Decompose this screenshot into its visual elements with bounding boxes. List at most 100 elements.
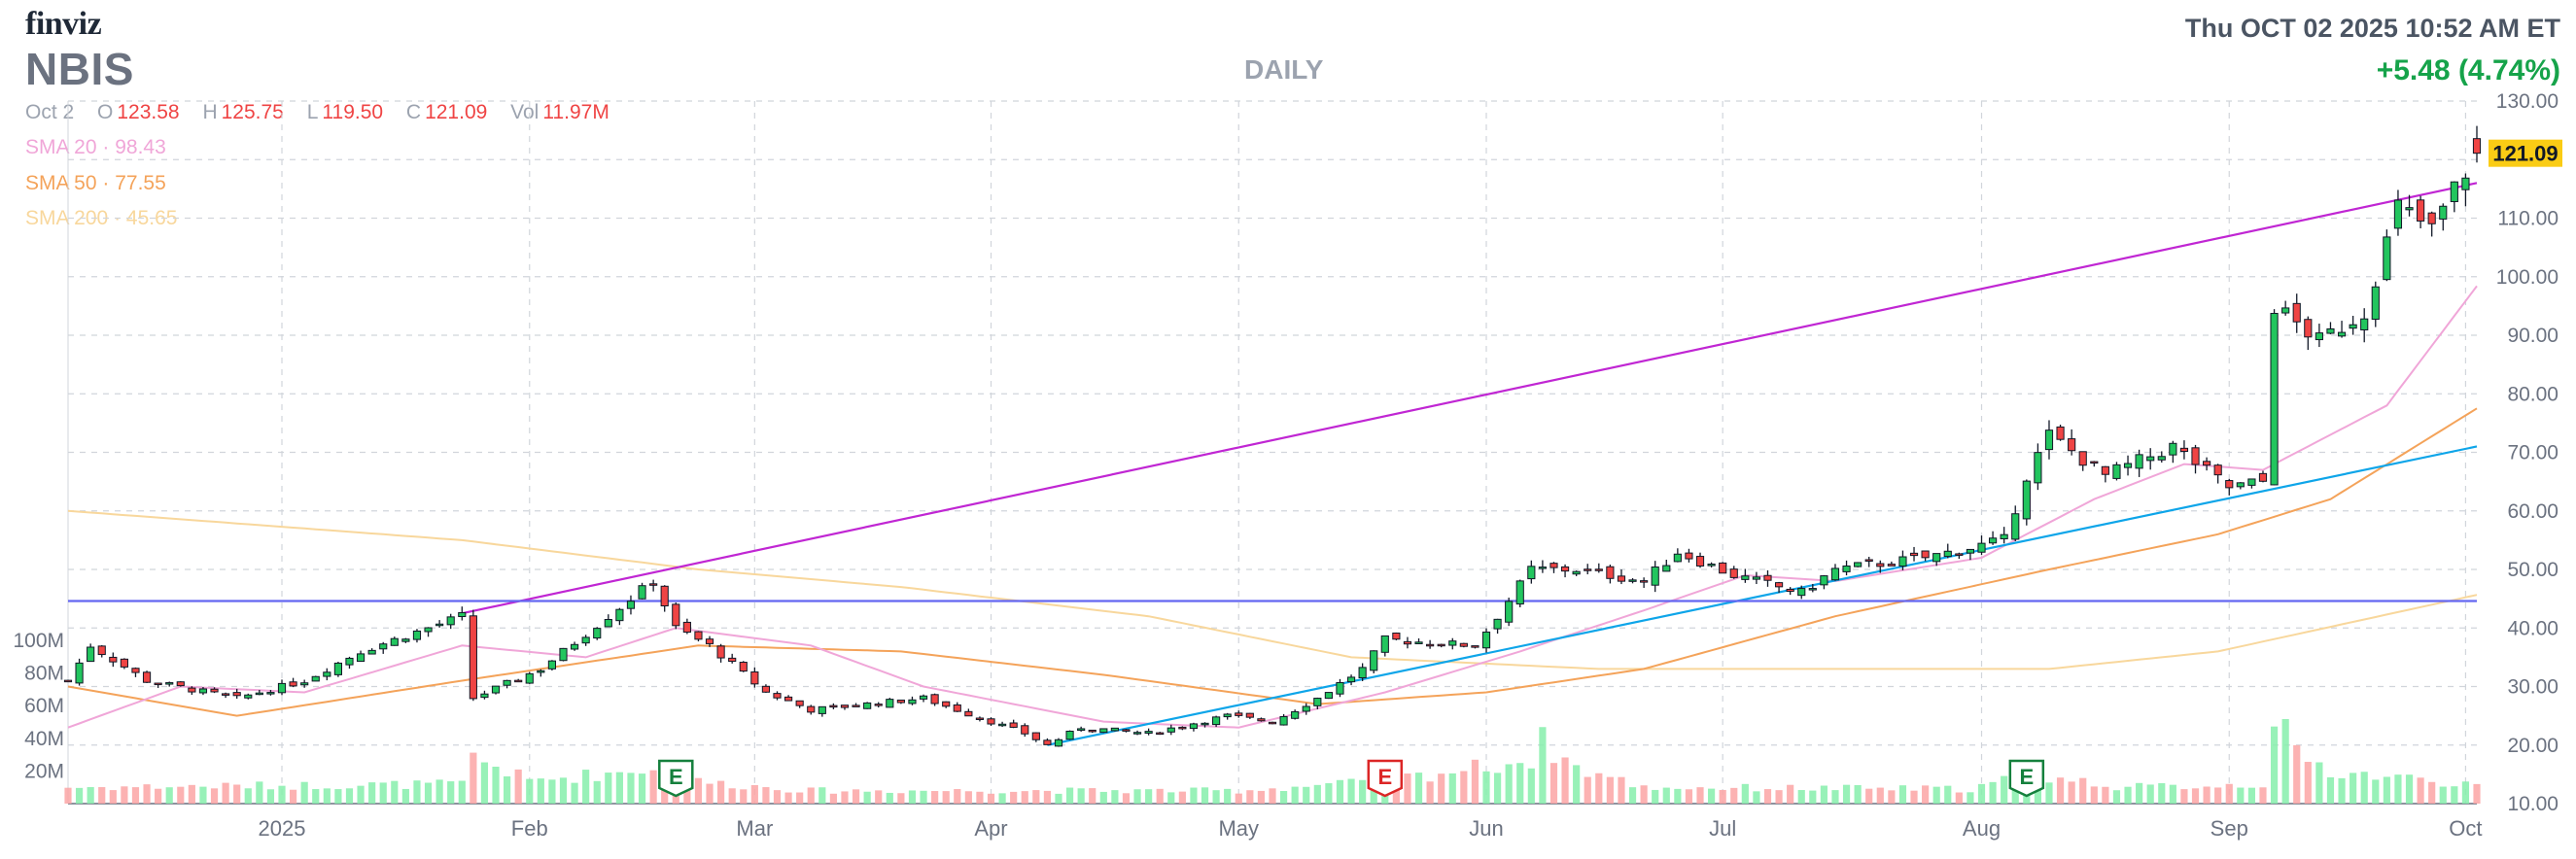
price-candle (120, 658, 128, 670)
price-candle (604, 614, 612, 628)
candle-body (2439, 205, 2448, 220)
candle-body (1651, 566, 1659, 586)
price-candle (626, 595, 636, 615)
price-candle (1088, 729, 1097, 734)
price-candle (1021, 723, 1029, 738)
price-candle (2179, 440, 2189, 460)
price-candle (852, 703, 860, 707)
earnings-marker[interactable]: E (1367, 759, 1404, 798)
volume-bar (75, 787, 84, 804)
candle-body (1909, 552, 1919, 557)
candle-body (761, 685, 771, 693)
candle-body (367, 649, 376, 655)
price-candle (458, 606, 467, 621)
volume-bar (2090, 786, 2098, 804)
volume-bar (188, 784, 195, 804)
candle-body (435, 623, 444, 627)
price-candle (2315, 324, 2323, 348)
volume-bar (1269, 788, 1276, 804)
volume-bar (1561, 757, 1569, 804)
price-candle (537, 669, 545, 677)
candle-body (323, 671, 331, 677)
price-candle (266, 690, 275, 696)
price-candle (1471, 645, 1479, 649)
price-candle (1257, 717, 1266, 722)
earnings-badge (2008, 759, 2045, 798)
price-candle (2281, 300, 2290, 316)
candle-body (739, 662, 748, 672)
volume-tick-label: 60M (24, 695, 64, 717)
candle-body (1921, 550, 1930, 559)
candle-body (1662, 565, 1671, 572)
candle-body (908, 699, 917, 704)
volume-bar (2112, 790, 2121, 804)
candle-body (1257, 718, 1266, 722)
high-label: H (202, 101, 218, 123)
price-candle (255, 689, 263, 696)
candle-body (333, 662, 342, 675)
volume-bar (1640, 785, 1648, 804)
candle-body (682, 621, 691, 634)
price-candle (244, 693, 253, 700)
volume-bar (1089, 788, 1097, 804)
volume-bar (2001, 775, 2008, 804)
volume-bar (435, 779, 443, 804)
price-candle (1459, 642, 1468, 648)
volume-bar (773, 790, 782, 804)
price-candle (2349, 316, 2357, 335)
price-candle (1538, 560, 1547, 573)
volume-bar (1527, 768, 1535, 804)
price-candle (886, 698, 894, 708)
y-tick-label: 10.00 (2507, 793, 2559, 815)
price-candle (1009, 719, 1018, 729)
candle-body (1088, 729, 1097, 733)
volume-bar (1549, 763, 1558, 804)
volume-bar (447, 781, 455, 804)
price-candle (176, 681, 185, 687)
candle-body (255, 692, 263, 696)
price-candle (1898, 550, 1907, 570)
candle-body (210, 688, 219, 693)
price-candle (649, 579, 658, 592)
price-candle (1707, 562, 1716, 567)
price-candle (1909, 546, 1919, 562)
price-candle (1988, 531, 1998, 545)
volume-bar (334, 789, 342, 804)
price-candle (1786, 587, 1794, 596)
price-candle (1392, 632, 1401, 640)
price-candle (2292, 293, 2301, 333)
volume-bar (1077, 788, 1085, 804)
candle-body (503, 679, 511, 686)
volume-tick-label: 80M (24, 663, 64, 685)
candle-body (131, 668, 140, 673)
price-candle (1695, 552, 1705, 568)
volume-bar (210, 788, 219, 804)
candle-body (2326, 327, 2335, 334)
sma50-legend[interactable]: SMA 50 · 77.55 (25, 172, 166, 194)
sma20-legend[interactable]: SMA 20 · 98.43 (25, 136, 166, 158)
earnings-marker[interactable]: E (658, 759, 694, 798)
volume-bar (244, 788, 252, 804)
volume-bar (1944, 785, 1952, 804)
candle-body (2461, 177, 2470, 190)
candle-body (1842, 565, 1851, 572)
candle-body (176, 681, 185, 687)
y-tick-label: 90.00 (2507, 325, 2559, 347)
volume-bar (1212, 790, 1220, 804)
volume-bar (1493, 773, 1502, 804)
finviz-logo[interactable]: finviz (25, 6, 102, 42)
price-candle (435, 620, 444, 628)
candle-body (716, 645, 725, 659)
price-candle (446, 613, 455, 630)
earnings-marker[interactable]: E (2008, 759, 2045, 798)
candle-body (886, 699, 894, 708)
price-candle (1178, 726, 1187, 731)
candle-body (2213, 464, 2222, 476)
price-candle (908, 696, 917, 705)
volume-bar (2405, 774, 2414, 804)
price-candle (1955, 552, 1964, 560)
candle-body (1797, 588, 1806, 597)
price-candle (682, 618, 691, 635)
candle-body (1268, 721, 1277, 725)
